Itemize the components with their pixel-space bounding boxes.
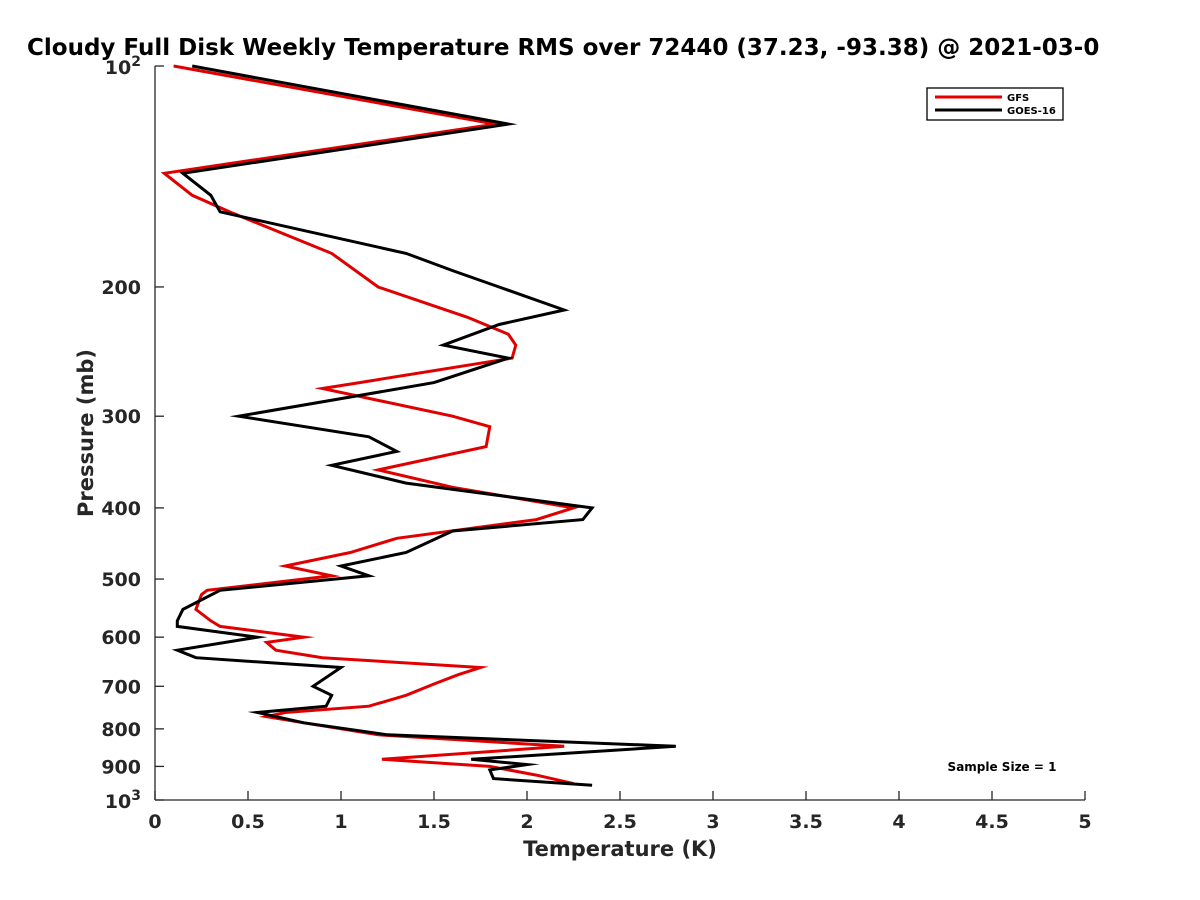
y-tick-label: 400 xyxy=(101,498,141,520)
axes: 0 0.5 1 1.5 2 2.5 3 3.5 4 4.5 5 200 300 400 500 600 700 8… xyxy=(101,54,1091,833)
x-tick-label: 2 xyxy=(520,811,533,833)
y-tick-label: 500 xyxy=(101,569,141,591)
y-tick-label: 102 xyxy=(105,54,141,79)
legend-entry: GFS xyxy=(1007,93,1029,104)
chart-title: Cloudy Full Disk Weekly Temperature RMS … xyxy=(27,35,1099,61)
sample-size-annotation: Sample Size = 1 xyxy=(948,760,1057,774)
y-tick-label: 300 xyxy=(101,406,141,428)
x-tick-label: 5 xyxy=(1078,811,1091,833)
legend: GFS GOES-16 xyxy=(926,87,1064,121)
y-tick-label: 103 xyxy=(105,788,141,813)
y-tick-label: 800 xyxy=(101,719,141,741)
data-lines xyxy=(160,64,676,787)
x-tick-label: 4.5 xyxy=(975,811,1009,833)
legend-entry: GOES-16 xyxy=(1007,106,1056,117)
y-tick-label: 600 xyxy=(101,627,141,649)
x-tick-label: 2.5 xyxy=(603,811,637,833)
x-axis-label: Temperature (K) xyxy=(523,837,717,861)
x-tick-label: 0 xyxy=(148,811,161,833)
series-line-gfs xyxy=(160,64,580,786)
x-tick-label: 1 xyxy=(334,811,347,833)
y-tick-label: 200 xyxy=(101,277,141,299)
x-tick-label: 3.5 xyxy=(789,811,823,833)
x-tick-label: 1.5 xyxy=(417,811,451,833)
y-tick-label: 900 xyxy=(101,756,141,778)
x-tick-label: 4 xyxy=(892,811,905,833)
legend-box xyxy=(926,87,1064,121)
x-tick-label: 3 xyxy=(706,811,719,833)
x-tick-label: 0.5 xyxy=(231,811,265,833)
y-tick-label: 700 xyxy=(101,676,141,698)
series-line-goes-16 xyxy=(171,64,676,787)
y-axis-label: Pressure (mb) xyxy=(74,349,98,517)
